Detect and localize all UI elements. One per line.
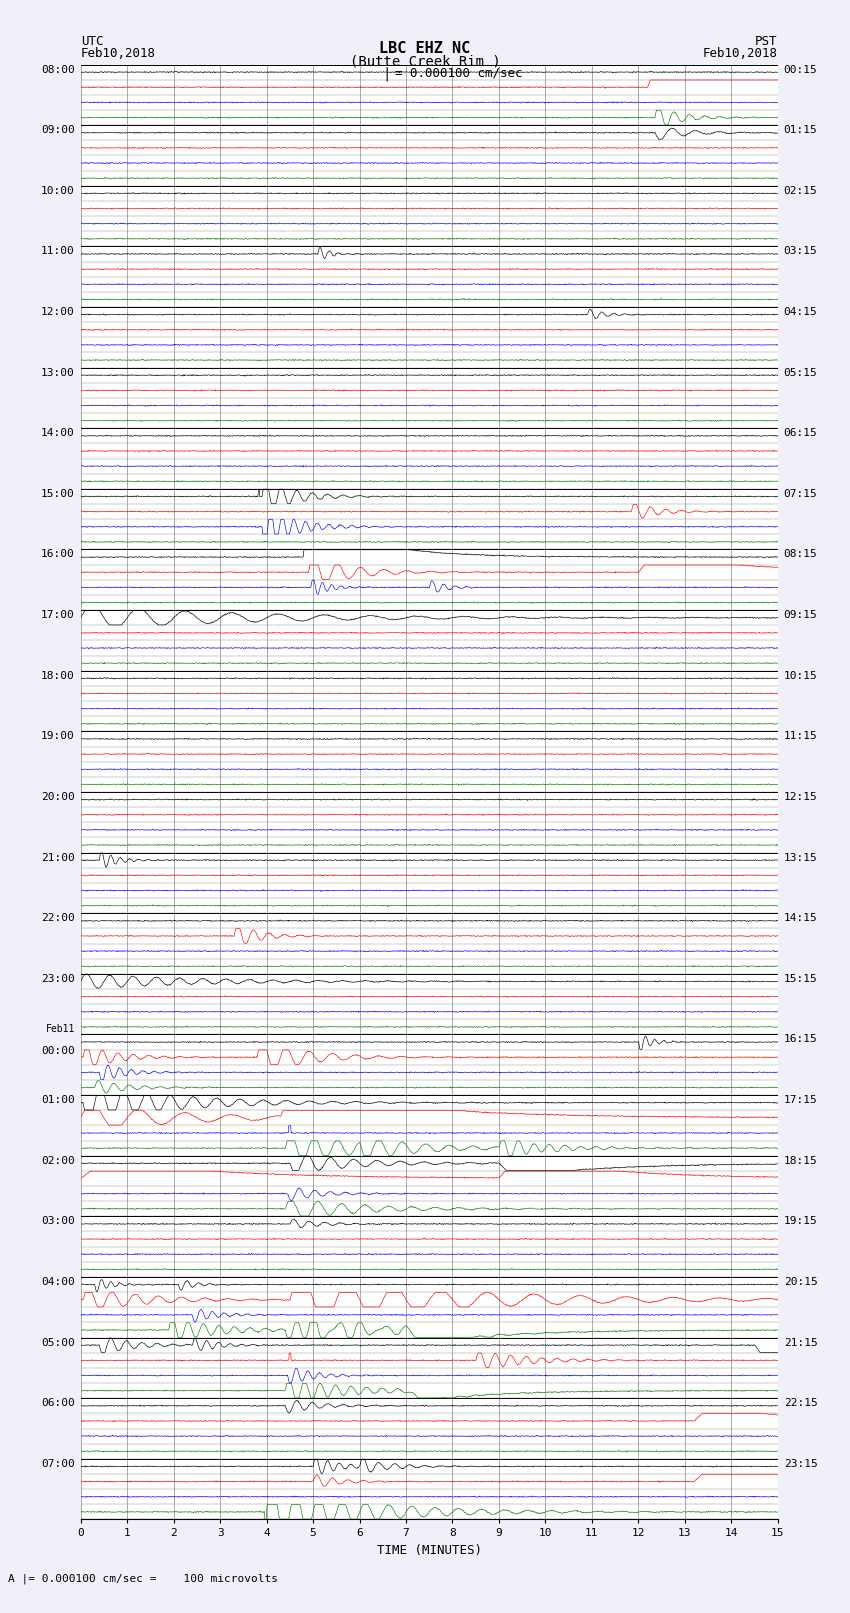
Text: 12:00: 12:00 [41,306,75,318]
Text: 08:15: 08:15 [784,550,818,560]
Text: 00:15: 00:15 [784,65,818,74]
Text: 07:15: 07:15 [784,489,818,498]
Text: 22:15: 22:15 [784,1398,818,1408]
Text: |: | [382,66,391,81]
Text: 00:00: 00:00 [41,1034,75,1057]
Text: Feb11: Feb11 [45,1024,75,1034]
Text: 05:15: 05:15 [784,368,818,377]
Text: 03:00: 03:00 [41,1216,75,1226]
Text: 01:15: 01:15 [784,126,818,135]
Text: 06:15: 06:15 [784,429,818,439]
Text: 11:15: 11:15 [784,731,818,742]
Text: 16:00: 16:00 [41,550,75,560]
Text: (Butte Creek Rim ): (Butte Creek Rim ) [349,53,501,68]
Text: 03:15: 03:15 [784,247,818,256]
Text: 14:00: 14:00 [41,429,75,439]
Text: 19:00: 19:00 [41,731,75,742]
Text: 14:15: 14:15 [784,913,818,923]
Text: 23:00: 23:00 [41,974,75,984]
Text: 21:00: 21:00 [41,853,75,863]
Text: A |= 0.000100 cm/sec =    100 microvolts: A |= 0.000100 cm/sec = 100 microvolts [8,1573,279,1584]
Text: LBC EHZ NC: LBC EHZ NC [379,40,471,56]
Text: 12:15: 12:15 [784,792,818,802]
Text: 08:00: 08:00 [41,65,75,74]
Text: 16:15: 16:15 [784,1034,818,1045]
Text: 09:00: 09:00 [41,126,75,135]
Text: 09:15: 09:15 [784,610,818,619]
Text: 18:15: 18:15 [784,1155,818,1166]
Text: 06:00: 06:00 [41,1398,75,1408]
Text: PST: PST [756,35,778,48]
Text: 20:15: 20:15 [784,1277,818,1287]
Text: 02:15: 02:15 [784,185,818,195]
Text: 04:15: 04:15 [784,306,818,318]
Text: 17:15: 17:15 [784,1095,818,1105]
Text: 04:00: 04:00 [41,1277,75,1287]
Text: 21:15: 21:15 [784,1337,818,1347]
Text: 02:00: 02:00 [41,1155,75,1166]
X-axis label: TIME (MINUTES): TIME (MINUTES) [377,1544,482,1557]
Text: 22:00: 22:00 [41,913,75,923]
Text: 15:00: 15:00 [41,489,75,498]
Text: 23:15: 23:15 [784,1458,818,1469]
Text: 05:00: 05:00 [41,1337,75,1347]
Text: 15:15: 15:15 [784,974,818,984]
Text: 13:00: 13:00 [41,368,75,377]
Text: Feb10,2018: Feb10,2018 [703,47,778,60]
Text: 11:00: 11:00 [41,247,75,256]
Text: 13:15: 13:15 [784,853,818,863]
Text: 18:00: 18:00 [41,671,75,681]
Text: 10:00: 10:00 [41,185,75,195]
Text: UTC: UTC [81,35,103,48]
Text: 19:15: 19:15 [784,1216,818,1226]
Text: Feb10,2018: Feb10,2018 [81,47,156,60]
Text: 10:15: 10:15 [784,671,818,681]
Text: = 0.000100 cm/sec: = 0.000100 cm/sec [395,66,523,81]
Text: 17:00: 17:00 [41,610,75,619]
Text: 07:00: 07:00 [41,1458,75,1469]
Text: 01:00: 01:00 [41,1095,75,1105]
Text: 20:00: 20:00 [41,792,75,802]
